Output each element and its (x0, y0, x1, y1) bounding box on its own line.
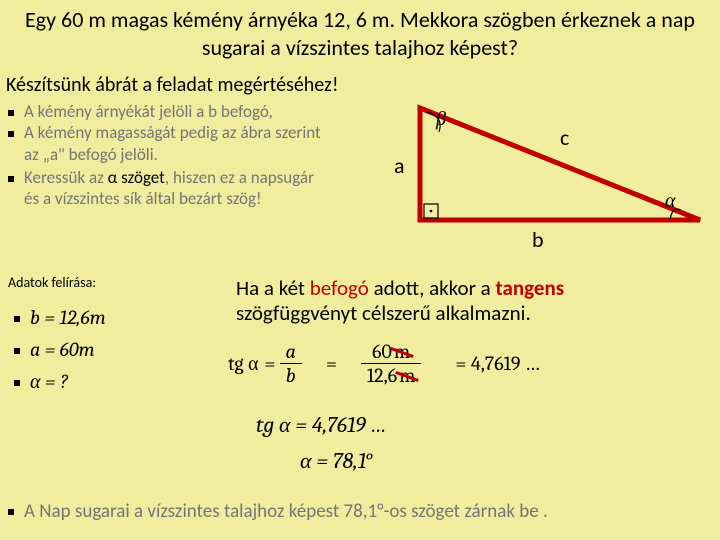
triangle-diagram: β α a b c (412, 102, 712, 227)
num-a: a (280, 340, 302, 364)
tg-alpha: tg α (228, 352, 258, 376)
conclusion: A Nap sugarai a vízszintes talajhoz képe… (6, 500, 548, 523)
explanation: Ha a két befogó adott, akkor a tangens s… (236, 276, 564, 326)
eq-1: = (264, 352, 275, 375)
alpha-label: α (665, 190, 676, 213)
frac-values: 60m 12,6m (361, 340, 421, 387)
side-c-label: c (560, 124, 569, 151)
exp-tangens: tangens (495, 275, 564, 301)
side-a-label: a (394, 152, 405, 179)
data-b: b = 12,6m (30, 306, 106, 329)
formula-main: tg α = a b = 60m 12,6m = 4,7619 … (228, 340, 708, 395)
frac-ab: a b (280, 340, 302, 387)
exp-red: befogó (310, 275, 369, 301)
data-alpha: α = ? (30, 370, 68, 393)
den-126: 12,6m (361, 364, 421, 387)
den-b: b (280, 364, 302, 387)
conclusion-text: A Nap sugarai a vízszintes talajhoz képe… (24, 500, 548, 523)
data-a: a = 60m (30, 338, 95, 361)
eq-2: = (326, 352, 337, 375)
instruction-text: Készítsünk ábrát a feladat megértéséhez! (0, 63, 720, 97)
formula-line-3: α = 78,1° (300, 448, 372, 474)
hint-line-3: az „a" befogó jelöli. (24, 144, 158, 165)
exp-p2: adott, akkor a (369, 275, 496, 301)
hint-alpha: α szöget (108, 167, 165, 188)
hint-line-1: A kémény árnyékát jelöli a b befogó, (24, 101, 273, 122)
data-values: b = 12,6m a = 60m α = ? (12, 302, 106, 398)
data-heading: Adatok felírása: (8, 274, 96, 291)
hint-line-5: és a vízszintes sík által bezárt szög! (24, 188, 262, 209)
exp-p3: szögfüggvényt célszerű alkalmazni. (236, 300, 531, 326)
formula-line-2: tg α = 4,7619 … (256, 412, 386, 438)
num-60: 60m (361, 340, 421, 364)
side-b-label: b (532, 226, 544, 253)
hint-4b: , hiszen ez a napsugár (165, 167, 314, 188)
hint-4a: Keressük az (24, 167, 108, 188)
hint-line-2: A kémény magasságát pedig az ábra szerin… (24, 122, 321, 143)
beta-label: β (436, 108, 446, 131)
result-val: = 4,7619 … (455, 352, 539, 375)
exp-p1: Ha a két (236, 275, 310, 301)
problem-title: Egy 60 m magas kémény árnyéka 12, 6 m. M… (0, 0, 720, 63)
